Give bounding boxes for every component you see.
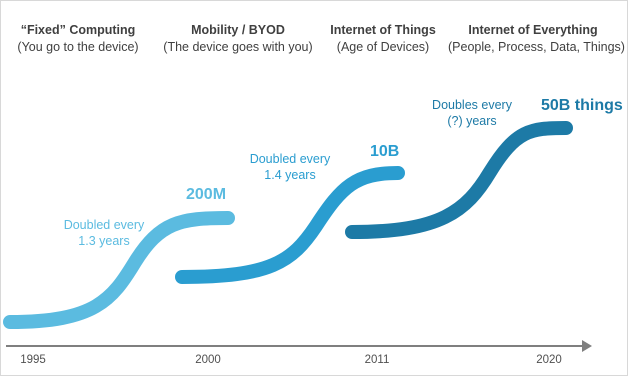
growth-rate-line: Doubles every [432, 98, 512, 112]
timeline-tick: 2000 [195, 354, 221, 366]
growth-rate-label-2: Doubled every 1.4 years [244, 151, 336, 183]
growth-rate-label-1: Doubled every 1.3 years [58, 217, 150, 249]
era-internet-of-things: Internet of Things (Age of Devices) [325, 22, 441, 56]
timeline-axis [6, 345, 584, 347]
growth-rate-line: (?) years [447, 114, 497, 128]
timeline-tick: 2011 [364, 354, 390, 366]
era-subtitle: (You go to the device) [17, 40, 139, 54]
growth-rate-line: 1.3 years [78, 234, 130, 248]
growth-curve-fixed [3, 211, 235, 329]
era-subtitle: (Age of Devices) [336, 40, 430, 54]
growth-curve-mobility [175, 166, 405, 284]
era-mobility-byod: Mobility / BYOD (The device goes with yo… [160, 22, 316, 56]
milestone-label-200m: 200M [186, 186, 227, 203]
growth-rate-line: Doubled every [249, 152, 331, 166]
timeline-arrow-icon [582, 340, 592, 352]
era-title: Mobility / BYOD [191, 23, 285, 37]
timeline-tick: 2020 [536, 354, 562, 366]
era-subtitle: (People, Process, Data, Things) [448, 40, 625, 54]
milestone-label-50b: 50B things [541, 97, 623, 114]
growth-rate-line: Doubled every [63, 218, 145, 232]
era-title: Internet of Things [330, 23, 436, 37]
timeline-tick: 1995 [20, 354, 46, 366]
growth-rate-line: 1.4 years [264, 168, 316, 182]
era-fixed-computing: “Fixed” Computing (You go to the device) [14, 22, 142, 56]
era-subtitle: (The device goes with you) [163, 40, 313, 54]
growth-curve-everything [345, 121, 573, 239]
milestone-label-10b: 10B [370, 143, 400, 160]
era-internet-of-everything: Internet of Everything (People, Process,… [448, 22, 625, 56]
era-title: “Fixed” Computing [20, 23, 136, 37]
era-title: Internet of Everything [468, 23, 598, 37]
growth-rate-label-3: Doubles every (?) years [428, 97, 516, 129]
